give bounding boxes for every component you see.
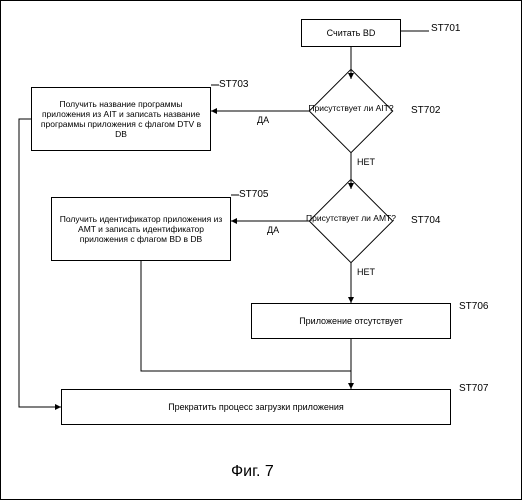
edge-yes-702: ДА	[257, 115, 269, 125]
flowchart-canvas: Считать BD ST701 Присутствует ли AIT? ST…	[0, 0, 522, 500]
node-st707-text: Прекратить процесс загрузки приложения	[168, 402, 344, 412]
label-st701: ST701	[431, 23, 460, 34]
node-st701: Считать BD	[301, 19, 401, 47]
label-st703: ST703	[219, 79, 248, 90]
edge-no-704: НЕТ	[357, 267, 375, 277]
figure-caption: Фиг. 7	[231, 463, 274, 481]
node-st705: Получить идентификатор приложения из AMT…	[51, 197, 231, 261]
node-st704	[309, 179, 394, 264]
node-st702	[309, 69, 394, 154]
label-st706: ST706	[459, 301, 488, 312]
node-st706: Приложение отсутствует	[251, 303, 451, 339]
node-st707: Прекратить процесс загрузки приложения	[61, 389, 451, 425]
node-st701-text: Считать BD	[327, 28, 376, 38]
label-st705: ST705	[239, 189, 268, 200]
edge-no-702: НЕТ	[357, 157, 375, 167]
label-st704: ST704	[411, 215, 440, 226]
label-st707: ST707	[459, 383, 488, 394]
node-st706-text: Приложение отсутствует	[299, 316, 403, 326]
node-st703-text: Получить название программы приложения и…	[36, 99, 206, 139]
node-st703: Получить название программы приложения и…	[31, 87, 211, 151]
label-st702: ST702	[411, 105, 440, 116]
edge-yes-704: ДА	[267, 225, 279, 235]
node-st705-text: Получить идентификатор приложения из AMT…	[56, 214, 226, 244]
